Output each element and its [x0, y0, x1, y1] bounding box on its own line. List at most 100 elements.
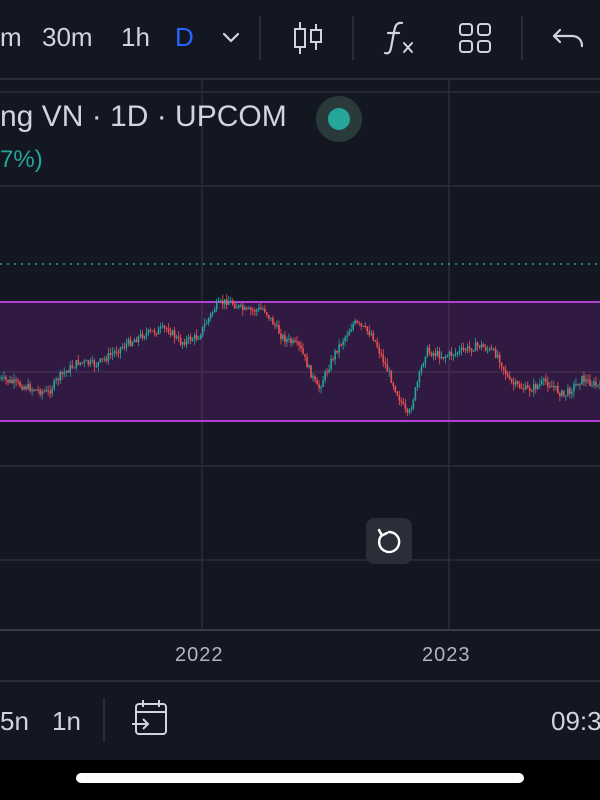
candle-body: [518, 384, 521, 389]
candle-body: [159, 327, 162, 329]
candle-body: [378, 347, 381, 354]
candle-body: [520, 388, 523, 390]
candle-body: [244, 307, 246, 310]
candle-body: [15, 379, 17, 381]
candle-body: [169, 332, 172, 335]
candle-body: [272, 317, 274, 325]
candle-body: [557, 385, 559, 393]
timeframe-1h[interactable]: 1h: [121, 22, 150, 52]
bottom-divider: [103, 698, 105, 742]
candle-body: [536, 385, 539, 389]
candle-body: [370, 333, 373, 335]
candle-body: [571, 391, 573, 394]
candle-body: [31, 389, 33, 392]
reset-icon: [377, 528, 401, 554]
symbol-legend[interactable]: ng VN · 1D · UPCOM: [0, 100, 287, 133]
candle-body: [23, 386, 25, 390]
layout-grid-icon[interactable]: [455, 18, 495, 58]
timeframe-d[interactable]: D: [175, 22, 194, 52]
indicators-fx-icon[interactable]: [380, 18, 420, 58]
candle-body: [127, 339, 130, 344]
candle-body: [270, 317, 272, 319]
candle-body: [470, 348, 473, 352]
candle-body: [496, 354, 499, 358]
candle-body: [434, 353, 437, 356]
candle-body: [294, 340, 296, 342]
candle-body: [41, 391, 43, 395]
candle-body: [173, 330, 176, 338]
candle-body: [532, 384, 535, 392]
candle-body: [418, 371, 421, 383]
candle-body: [296, 341, 298, 343]
timeframe-30m[interactable]: 30m: [42, 22, 93, 52]
candle-body: [502, 366, 505, 370]
candle-body: [573, 384, 575, 392]
candle-body: [559, 392, 561, 397]
candle-body: [3, 376, 5, 378]
candle-body: [462, 347, 465, 350]
candle-body: [129, 339, 132, 346]
candle-body: [133, 339, 136, 343]
candle-body: [79, 362, 82, 365]
price-chart[interactable]: [0, 80, 600, 680]
candle-body: [569, 388, 571, 394]
candle-body: [286, 339, 288, 342]
candle-body: [276, 325, 278, 327]
candle-body: [139, 333, 142, 337]
candle-body: [258, 307, 260, 310]
candlestick-icon[interactable]: [288, 18, 328, 58]
timeframe-m[interactable]: m: [0, 22, 22, 52]
candle-body: [472, 350, 475, 352]
candle-body: [324, 371, 326, 381]
candle-body: [597, 385, 599, 387]
candle-body: [408, 409, 411, 413]
candle-body: [394, 386, 397, 392]
candle-body: [240, 304, 242, 306]
candle-body: [342, 341, 344, 345]
market-status-indicator[interactable]: [316, 96, 362, 142]
undo-icon[interactable]: [548, 18, 588, 58]
candle-body: [77, 360, 80, 365]
candle-body: [213, 309, 216, 313]
candle-body: [229, 300, 232, 302]
candle-body: [300, 345, 302, 349]
candle-body: [81, 362, 84, 364]
candle-body: [448, 351, 451, 356]
candle-body: [326, 371, 328, 373]
candle-body: [85, 360, 88, 362]
candle-body: [223, 299, 226, 305]
candle-body: [53, 380, 55, 389]
candle-body: [432, 353, 435, 356]
candle-body: [484, 347, 487, 351]
candle-body: [466, 346, 469, 351]
candle-body: [209, 313, 212, 319]
candle-body: [308, 365, 310, 368]
range-5n[interactable]: 5n: [0, 706, 29, 736]
candle-body: [498, 354, 501, 363]
candle-body: [416, 382, 419, 388]
candle-body: [446, 355, 449, 357]
range-1n[interactable]: 1n: [52, 706, 81, 736]
candle-body: [577, 383, 579, 386]
candle-body: [534, 384, 537, 389]
toolbar-bottom-border: [0, 78, 600, 80]
candle-body: [454, 352, 457, 355]
calendar-goto-icon[interactable]: [130, 698, 170, 740]
candle-body: [476, 342, 479, 346]
candle-body: [372, 333, 375, 341]
candle-body: [227, 301, 230, 305]
toolbar-divider: [352, 16, 354, 60]
candle-body: [175, 336, 178, 338]
candle-body: [199, 335, 202, 339]
candle-body: [121, 347, 124, 349]
candle-body: [203, 324, 206, 327]
candle-body: [260, 307, 262, 309]
reset-chart-button[interactable]: [366, 518, 412, 564]
chevron-down-icon[interactable]: [216, 20, 246, 56]
candle-body: [83, 360, 86, 363]
candle-body: [274, 324, 276, 326]
candle-body: [553, 386, 555, 388]
candle-body: [551, 386, 553, 388]
candle-body: [0, 378, 1, 380]
candle-body: [252, 310, 254, 312]
